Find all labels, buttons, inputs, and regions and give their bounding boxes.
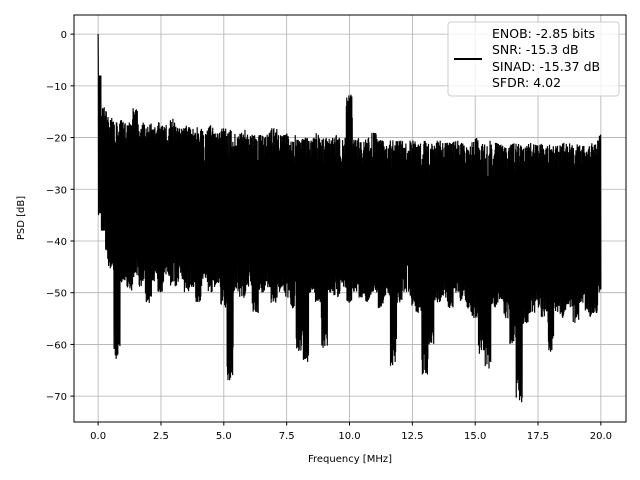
legend-box <box>447 21 620 97</box>
y-tick-label: −50 <box>46 289 67 300</box>
legend: ENOB: -2.85 bits SNR: -15.3 dB SINAD: -1… <box>447 21 620 97</box>
x-tick-label: 10.0 <box>338 431 360 442</box>
legend-enob: ENOB: -2.85 bits <box>492 26 595 41</box>
psd-line <box>97 34 602 403</box>
x-tick-label: 0.0 <box>90 431 106 442</box>
legend-snr: SNR: -15.3 dB <box>492 42 579 57</box>
y-tick-label: −60 <box>46 340 67 351</box>
y-tick-label: −70 <box>46 392 67 403</box>
x-tick-label: 20.0 <box>590 431 612 442</box>
x-tick-label: 17.5 <box>527 431 549 442</box>
psd-series <box>97 34 602 403</box>
legend-sinad: SINAD: -15.37 dB <box>492 59 600 74</box>
x-axis-label: Frequency [MHz] <box>308 454 392 465</box>
x-tick-label: 7.5 <box>279 431 295 442</box>
y-tick-label: −10 <box>46 82 67 93</box>
x-tick-label: 5.0 <box>216 431 232 442</box>
y-axis-label: PSD [dB] <box>16 196 27 240</box>
y-tick-label: −30 <box>46 185 67 196</box>
y-ticks: 0 −10 −20 −30 −40 −50 −60 −70 <box>46 30 74 403</box>
x-ticks: 0.0 2.5 5.0 7.5 10.0 12.5 15.0 17.5 20.0 <box>90 422 612 442</box>
x-tick-label: 2.5 <box>153 431 169 442</box>
y-tick-label: −40 <box>46 237 67 248</box>
axes-frame <box>73 14 627 423</box>
legend-sfdr: SFDR: 4.02 <box>492 75 561 90</box>
y-tick-label: −20 <box>46 134 67 145</box>
x-tick-label: 12.5 <box>401 431 423 442</box>
y-tick-label: 0 <box>61 30 67 41</box>
x-tick-label: 15.0 <box>464 431 486 442</box>
